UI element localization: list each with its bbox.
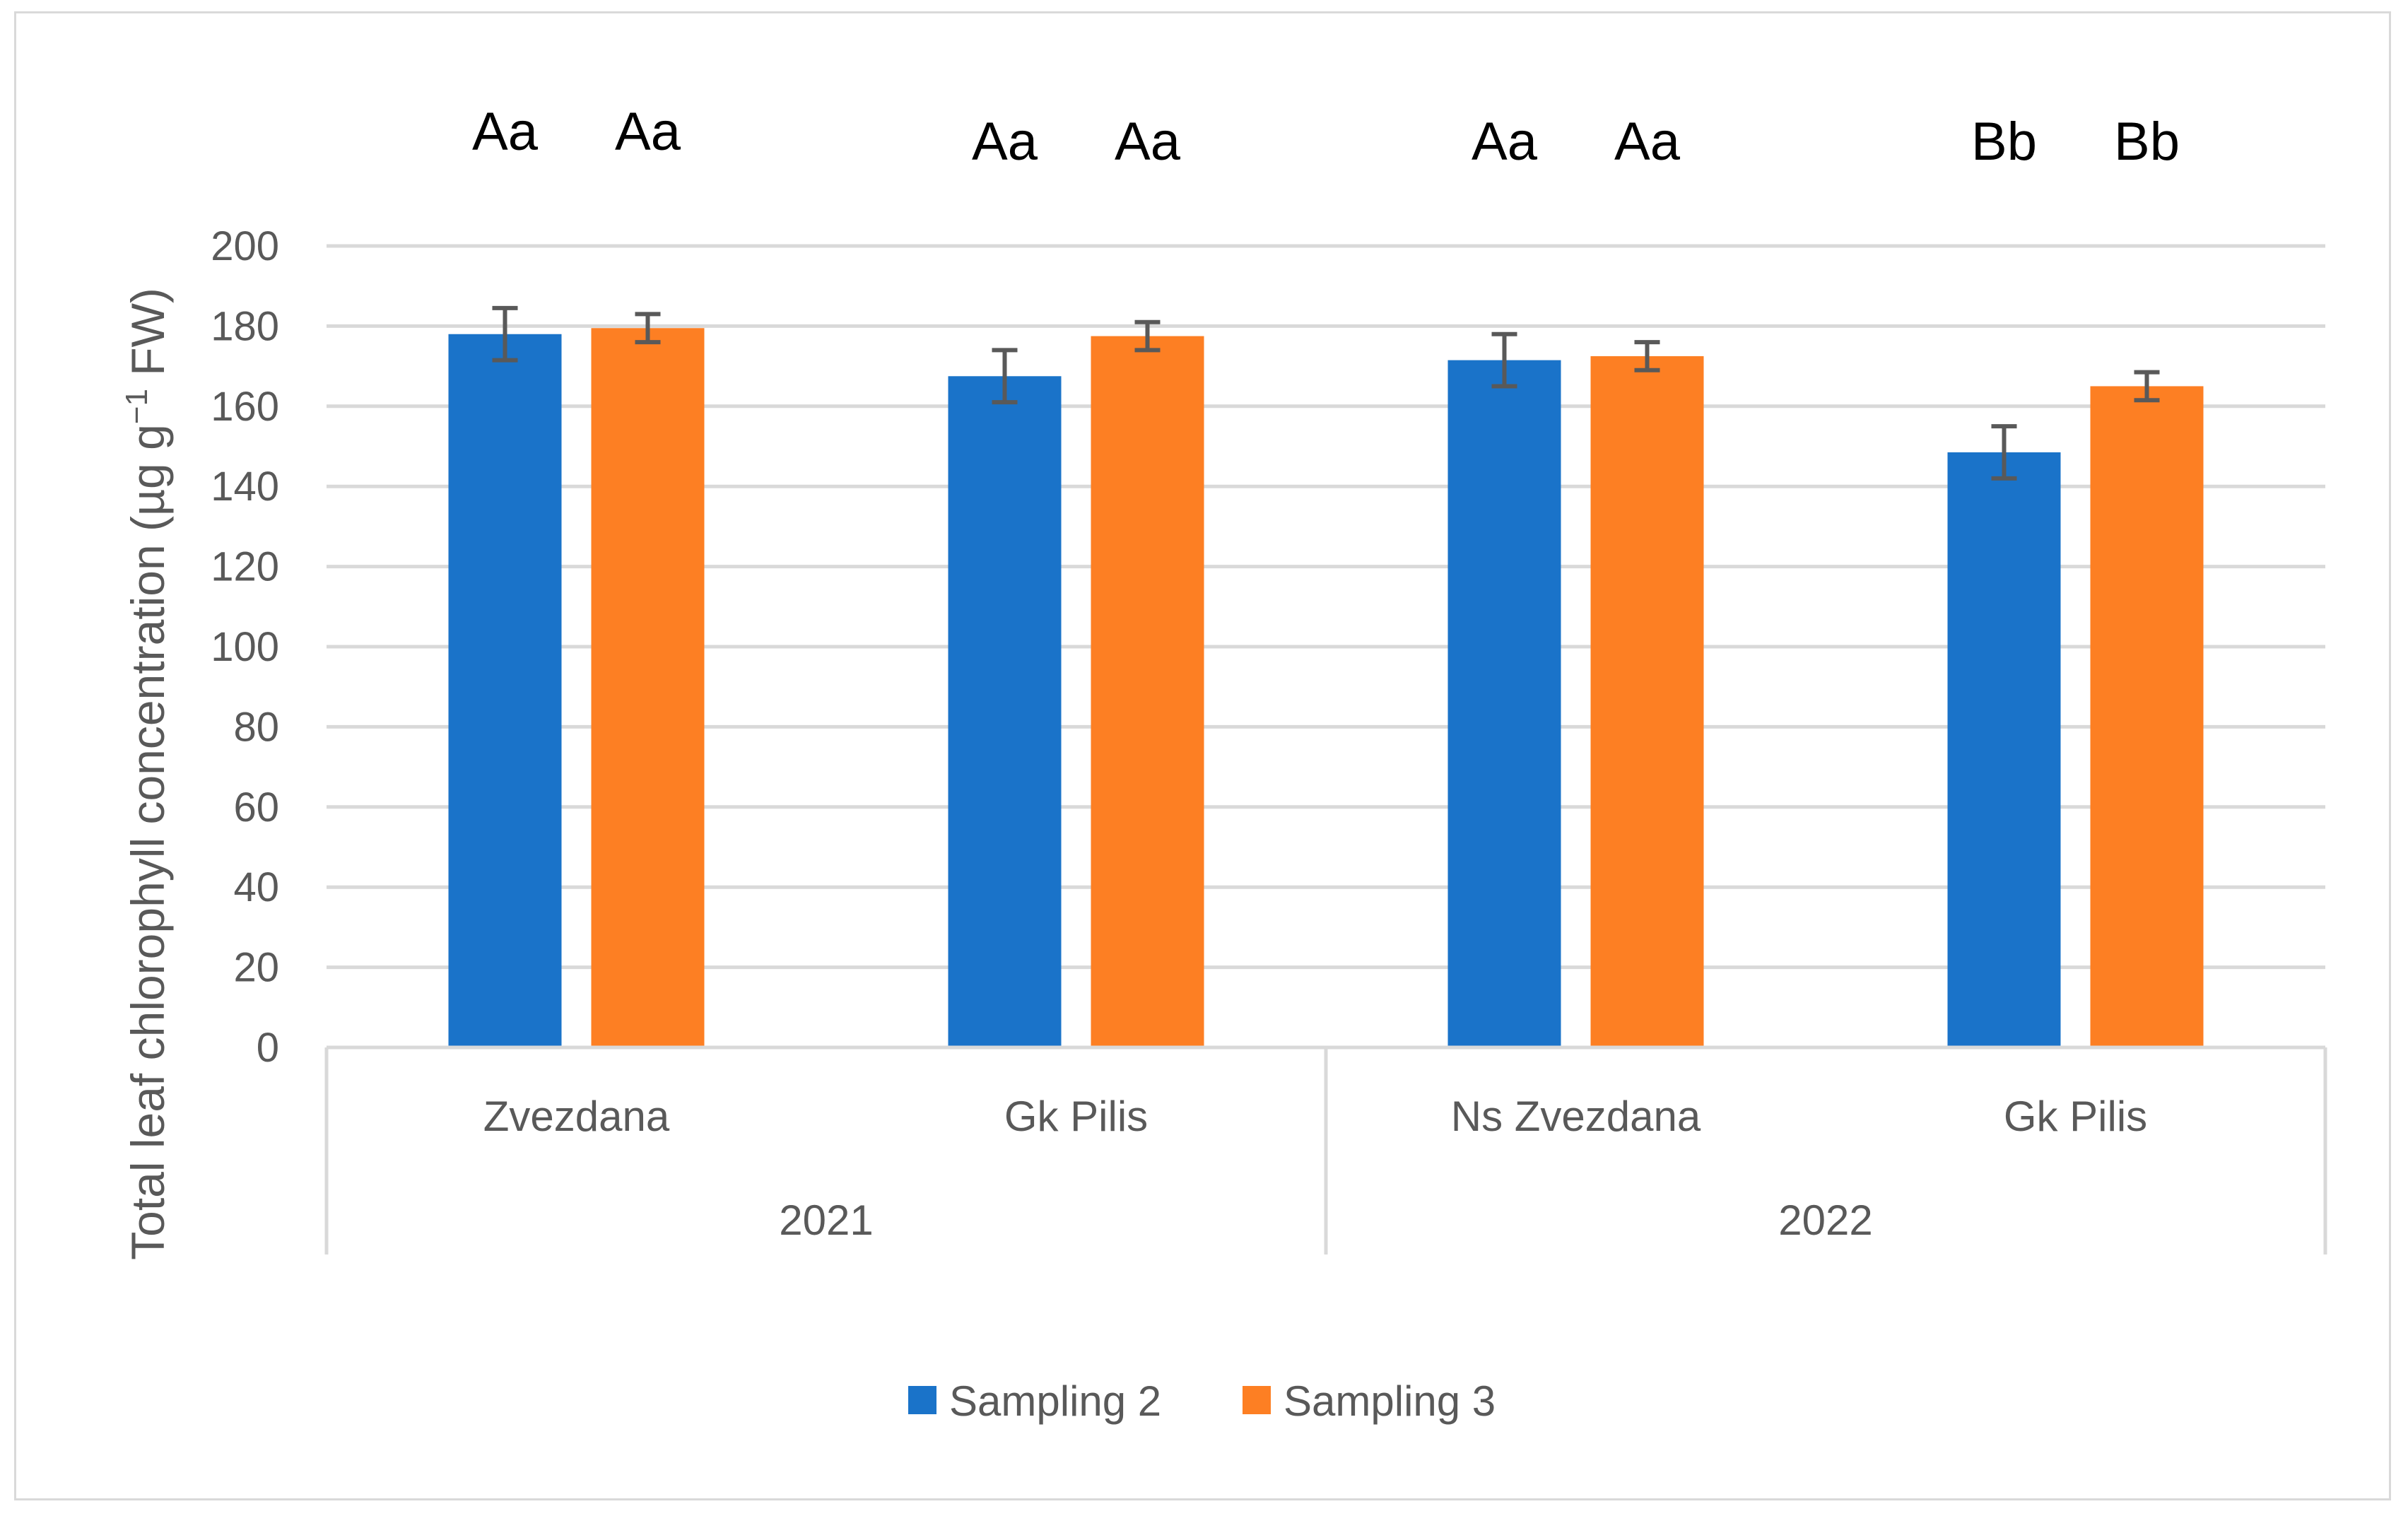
legend-swatch: [1243, 1386, 1271, 1414]
y-tick-label: 100: [211, 624, 279, 670]
error-bars: [492, 305, 2160, 481]
bar-2-3: [1947, 452, 2061, 1047]
y-tick-label: 0: [257, 1025, 279, 1071]
y-tick-label: 60: [233, 785, 279, 830]
y-tick-label: 180: [211, 303, 279, 349]
bar-3-1: [1091, 336, 1204, 1047]
bar-3-0: [591, 328, 705, 1047]
bar-2-2: [1447, 360, 1561, 1048]
y-tick-label: 160: [211, 384, 279, 430]
bar-3-2: [1590, 356, 1704, 1047]
legend: Sampling 2 Sampling 3: [908, 1377, 1496, 1425]
y-tick-label: 40: [233, 864, 279, 910]
y-tick-label: 80: [233, 704, 279, 750]
significance-letter: Aa: [1115, 112, 1181, 172]
x-category-label: Gk Pilis: [1004, 1093, 1148, 1140]
significance-letter: Aa: [972, 112, 1038, 172]
significance-letter: Aa: [1614, 112, 1681, 172]
x-category-label: Zvezdana: [483, 1093, 670, 1140]
y-axis-ticks: 0 20 40 60 80 100 120 140 160 180 200: [211, 223, 279, 1071]
significance-letter: Aa: [472, 102, 539, 162]
y-tick-label: 20: [233, 945, 279, 991]
y-tick-label: 140: [211, 464, 279, 510]
significance-letter: Aa: [615, 102, 681, 162]
significance-letter: Bb: [1971, 112, 2037, 172]
bar-2-0: [448, 334, 562, 1047]
x-group-label: 2021: [779, 1197, 873, 1244]
significance-letter: Aa: [1472, 112, 1538, 172]
bar-3-3: [2090, 386, 2204, 1047]
x-axis: Zvezdana Gk Pilis Ns Zvezdana Gk Pilis 2021 2…: [324, 1045, 2327, 1254]
legend-label: Sampling 3: [1284, 1377, 1496, 1425]
legend-label: Sampling 2: [949, 1377, 1161, 1425]
significance-letters: Aa Aa Aa Aa Aa Aa Bb Bb: [472, 102, 2180, 172]
significance-letter: Bb: [2114, 112, 2180, 172]
legend-swatch: [908, 1386, 936, 1414]
y-axis-label: Total leaf chlorophyll concentration (µg…: [119, 288, 174, 1260]
x-group-label: 2022: [1778, 1197, 1872, 1244]
bars: [448, 328, 2204, 1048]
y-tick-label: 200: [211, 223, 279, 269]
x-category-label: Ns Zvezdana: [1451, 1093, 1701, 1140]
x-category-label: Gk Pilis: [2004, 1093, 2147, 1140]
bar-2-1: [948, 376, 1062, 1047]
y-tick-label: 120: [211, 544, 279, 590]
